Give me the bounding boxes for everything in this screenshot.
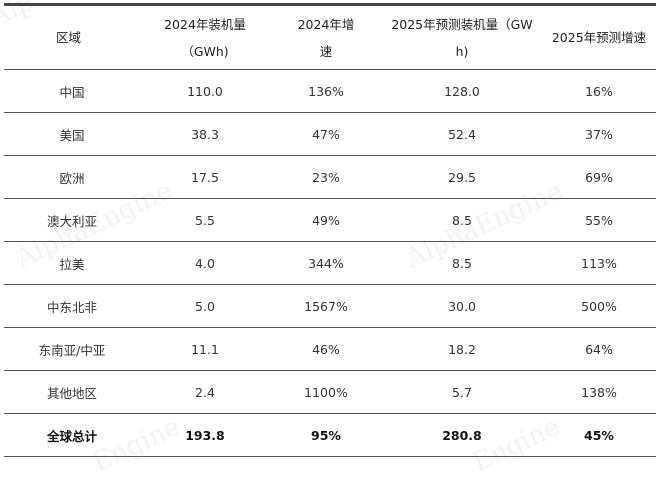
cell-region: 美国 <box>4 112 140 156</box>
cell-capacity-2024: 193.8 <box>140 413 270 457</box>
cell-capacity-2025: 8.5 <box>382 241 542 285</box>
table-row: 其他地区 2.4 1100% 5.7 138% <box>4 370 656 414</box>
table-row: 拉美 4.0 344% 8.5 113% <box>4 241 656 285</box>
cell-region: 全球总计 <box>4 413 140 457</box>
table-row: 美国 38.3 47% 52.4 37% <box>4 112 656 156</box>
cell-capacity-2024: 110.0 <box>140 69 270 113</box>
cell-growth-2024: 344% <box>270 241 382 285</box>
table-row: 欧洲 17.5 23% 29.5 69% <box>4 155 656 199</box>
cell-capacity-2025: 30.0 <box>382 284 542 328</box>
cell-capacity-2025: 8.5 <box>382 198 542 242</box>
header-text: 2024年增速 <box>297 16 355 59</box>
cell-capacity-2025: 52.4 <box>382 112 542 156</box>
header-text: 2024年装机量（GWh) <box>164 16 246 59</box>
cell-growth-2024: 49% <box>270 198 382 242</box>
header-2024-growth: 2024年增速 <box>270 4 382 70</box>
header-2025-capacity: 2025年预测装机量（GWh) <box>382 4 542 70</box>
cell-growth-2025: 45% <box>542 413 656 457</box>
cell-capacity-2024: 5.5 <box>140 198 270 242</box>
cell-region: 东南亚/中亚 <box>4 327 140 371</box>
cell-growth-2024: 23% <box>270 155 382 199</box>
cell-growth-2025: 37% <box>542 112 656 156</box>
cell-capacity-2025: 280.8 <box>382 413 542 457</box>
cell-capacity-2025: 18.2 <box>382 327 542 371</box>
cell-region: 其他地区 <box>4 370 140 414</box>
cell-capacity-2025: 29.5 <box>382 155 542 199</box>
cell-region: 中东北非 <box>4 284 140 328</box>
cell-region: 欧洲 <box>4 155 140 199</box>
cell-growth-2025: 500% <box>542 284 656 328</box>
cell-region: 中国 <box>4 69 140 113</box>
cell-growth-2025: 64% <box>542 327 656 371</box>
cell-growth-2025: 138% <box>542 370 656 414</box>
cell-growth-2025: 55% <box>542 198 656 242</box>
table-row: 东南亚/中亚 11.1 46% 18.2 64% <box>4 327 656 371</box>
header-text: 2025年预测装机量（GWh) <box>391 16 533 59</box>
cell-growth-2025: 113% <box>542 241 656 285</box>
table-row: 中国 110.0 136% 128.0 16% <box>4 69 656 113</box>
cell-capacity-2024: 5.0 <box>140 284 270 328</box>
header-2025-growth: 2025年预测增速 <box>542 4 656 70</box>
cell-capacity-2025: 5.7 <box>382 370 542 414</box>
cell-capacity-2024: 4.0 <box>140 241 270 285</box>
total-row: 全球总计 193.8 95% 280.8 45% <box>4 413 656 457</box>
header-region: 区域 <box>4 4 140 70</box>
header-2024-capacity: 2024年装机量（GWh) <box>140 4 270 70</box>
installation-table: 区域 2024年装机量（GWh) 2024年增速 2025年预测装机量（GWh)… <box>4 3 656 457</box>
cell-growth-2024: 46% <box>270 327 382 371</box>
header-text: 区域 <box>56 30 82 45</box>
table-row: 澳大利亚 5.5 49% 8.5 55% <box>4 198 656 242</box>
cell-growth-2025: 16% <box>542 69 656 113</box>
cell-growth-2024: 95% <box>270 413 382 457</box>
cell-growth-2025: 69% <box>542 155 656 199</box>
cell-growth-2024: 1567% <box>270 284 382 328</box>
header-row: 区域 2024年装机量（GWh) 2024年增速 2025年预测装机量（GWh)… <box>4 4 656 70</box>
cell-region: 澳大利亚 <box>4 198 140 242</box>
cell-capacity-2024: 11.1 <box>140 327 270 371</box>
cell-capacity-2025: 128.0 <box>382 69 542 113</box>
cell-growth-2024: 47% <box>270 112 382 156</box>
cell-capacity-2024: 2.4 <box>140 370 270 414</box>
table-row: 中东北非 5.0 1567% 30.0 500% <box>4 284 656 328</box>
header-text: 2025年预测增速 <box>551 30 647 45</box>
cell-region: 拉美 <box>4 241 140 285</box>
cell-capacity-2024: 17.5 <box>140 155 270 199</box>
cell-capacity-2024: 38.3 <box>140 112 270 156</box>
cell-growth-2024: 1100% <box>270 370 382 414</box>
cell-growth-2024: 136% <box>270 69 382 113</box>
